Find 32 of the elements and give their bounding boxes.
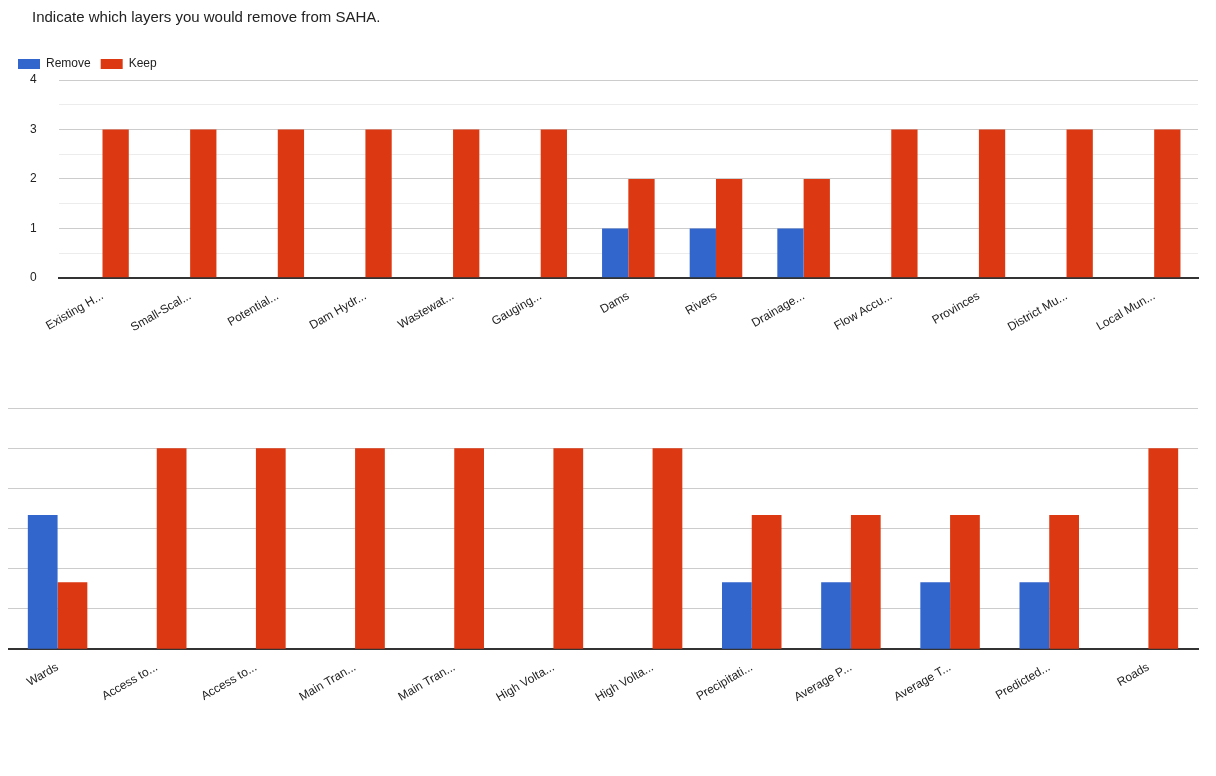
bar — [803, 178, 830, 278]
bar — [777, 228, 804, 278]
x-tick-label: High Volta... — [592, 659, 656, 705]
x-tick-label: Main Tran... — [395, 659, 458, 704]
legend-label: Keep — [128, 56, 158, 71]
bar — [277, 129, 305, 278]
chart-title: Indicate which layers you would remove from SAHA. — [32, 8, 382, 27]
x-tick-label: High Volta... — [493, 659, 557, 705]
y-tick-label: 4 — [29, 72, 37, 87]
bar — [628, 178, 655, 278]
bar — [1154, 129, 1181, 278]
y-tick-label: 1 — [29, 220, 37, 235]
x-tick-label: Wards — [24, 659, 61, 689]
bar — [715, 178, 743, 278]
bar — [190, 129, 217, 278]
legend-label: Remove — [46, 56, 92, 71]
y-tick-label: 0 — [29, 270, 37, 285]
x-tick-label: Main Tran... — [296, 659, 359, 704]
y-tick-label: 3 — [29, 121, 37, 136]
x-tick-label: Flow Accu... — [831, 288, 895, 333]
y-tick-label: 2 — [29, 171, 37, 186]
bar — [540, 129, 567, 278]
bar — [1066, 129, 1093, 278]
bar — [453, 129, 480, 278]
x-tick-label: Dams — [597, 288, 632, 317]
bar — [689, 228, 716, 278]
bar — [891, 129, 918, 278]
bar — [102, 129, 129, 278]
bar — [365, 129, 392, 278]
bar — [602, 228, 629, 278]
bar — [978, 129, 1006, 278]
x-tick-label: Dam Hydr... — [306, 288, 369, 333]
